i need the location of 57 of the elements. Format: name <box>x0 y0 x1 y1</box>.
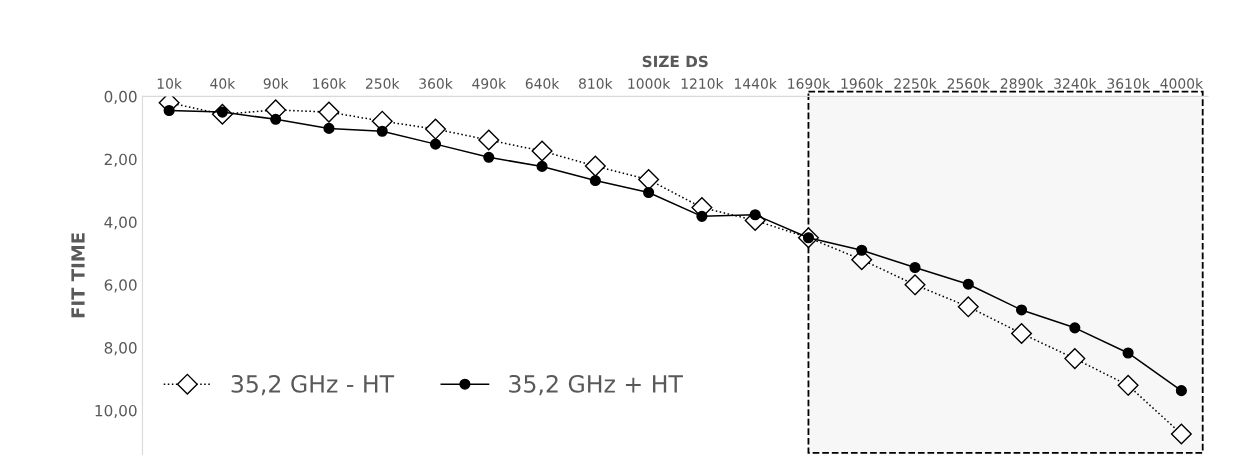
y-tick-label: 4,00 <box>104 216 137 230</box>
point <box>1064 348 1086 370</box>
point <box>957 296 979 318</box>
y-tick-label: 6,00 <box>104 279 137 293</box>
x-tick-label: 2250k <box>894 78 937 89</box>
point <box>749 209 761 221</box>
x-tick-label: 3610k <box>1107 78 1150 89</box>
y-axis-title: FIT TIME <box>71 233 85 318</box>
point <box>584 155 606 177</box>
point <box>424 118 447 140</box>
point <box>376 125 388 137</box>
x-tick-label: 160k <box>313 78 347 89</box>
point <box>589 174 601 187</box>
point <box>323 122 335 134</box>
point <box>270 113 282 125</box>
x-tick-label: 2560k <box>947 78 990 89</box>
point <box>1069 322 1081 334</box>
point <box>1015 304 1028 316</box>
x-tick-label: 1960k <box>841 78 884 89</box>
point <box>1170 423 1192 445</box>
point <box>962 278 974 290</box>
x-tick-label: 1210k <box>681 78 724 89</box>
point <box>483 151 495 163</box>
y-tick-label: 10,00 <box>95 404 137 419</box>
point <box>909 261 921 274</box>
x-tick-label: 360k <box>419 78 453 89</box>
legend-label: 35,2 GHz - HT <box>231 374 395 396</box>
point <box>1117 374 1139 396</box>
x-tick-label: 490k <box>472 78 507 89</box>
x-tick-label: 40k <box>210 78 236 89</box>
point <box>478 129 500 151</box>
point <box>536 160 548 172</box>
x-tick-label: 3240k <box>1054 78 1097 89</box>
x-tick-label: 10k <box>157 78 182 89</box>
point <box>429 138 442 150</box>
x-tick-label: 640k <box>525 78 560 89</box>
point <box>1175 385 1187 397</box>
x-tick-label: 1690k <box>788 78 831 89</box>
x-axis-title: SIZE DS <box>642 55 708 68</box>
x-tick-label: 1440k <box>735 78 777 89</box>
y-tick-label: 0,00 <box>104 90 137 104</box>
x-tick-label: 1000k <box>628 78 671 89</box>
point <box>696 210 708 222</box>
legend-label: 35,2 GHz + HT <box>509 374 683 396</box>
point <box>163 104 175 117</box>
y-tick-label: 8,00 <box>104 342 137 356</box>
x-tick-label: 90k <box>263 78 289 89</box>
x-tick-label: 4000k <box>1160 78 1204 89</box>
x-tick-label: 2890k <box>1000 78 1044 89</box>
y-tick-label: 2,00 <box>104 153 137 167</box>
point <box>643 186 655 199</box>
point <box>1122 347 1134 359</box>
point <box>904 274 926 296</box>
x-tick-label: 250k <box>365 78 400 89</box>
point <box>1011 322 1033 345</box>
point <box>856 244 868 256</box>
x-tick-label: 810k <box>579 78 613 89</box>
